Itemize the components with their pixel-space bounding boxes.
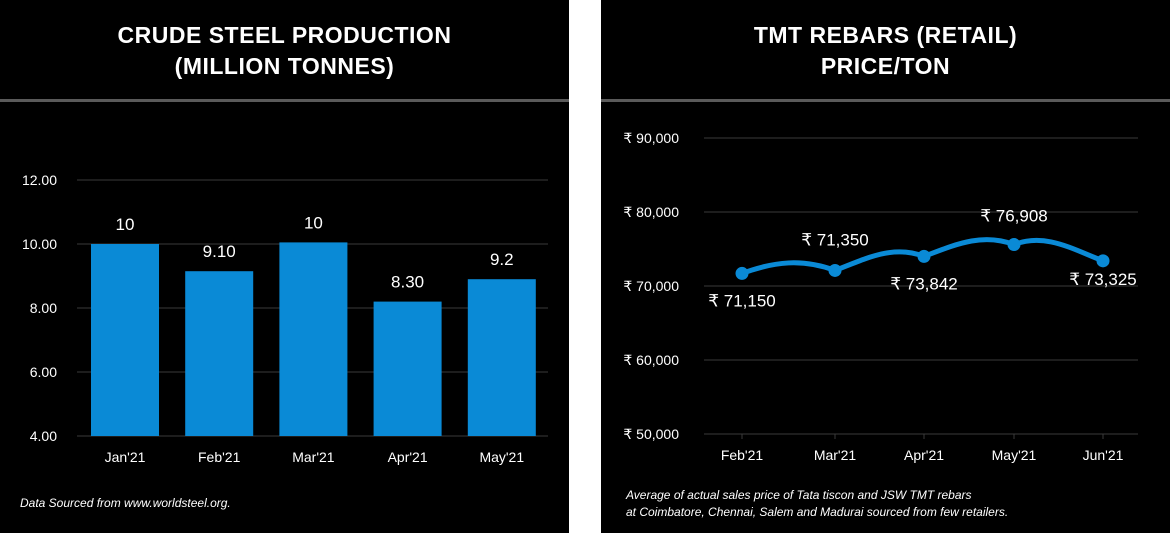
right-note-line2: at Coimbatore, Chennai, Salem and Madura… — [626, 505, 1009, 519]
y-tick-label: ₹ 80,000 — [623, 204, 679, 220]
bar — [279, 242, 348, 436]
x-tick-label: Jan'21 — [105, 449, 146, 465]
y-tick-label: ₹ 50,000 — [623, 426, 679, 442]
point-data-label: ₹ 73,325 — [1069, 270, 1137, 289]
series-point — [1096, 254, 1110, 268]
bar — [467, 279, 536, 436]
left-source-note: Data Sourced from www.worldsteel.org. — [20, 496, 231, 510]
point-data-label: ₹ 71,150 — [708, 291, 776, 310]
y-tick-label: ₹ 70,000 — [623, 278, 679, 294]
x-tick-label: May'21 — [992, 447, 1037, 463]
y-tick-label: 10.00 — [22, 236, 57, 252]
series-point — [735, 266, 749, 280]
bar-data-label: 9.10 — [203, 242, 236, 261]
right-title-line2: PRICE/TON — [820, 53, 951, 79]
x-tick-label: Mar'21 — [814, 447, 857, 463]
bar-data-label: 8.30 — [391, 273, 424, 292]
x-tick-label: Jun'21 — [1083, 447, 1124, 463]
bar — [91, 244, 159, 436]
y-tick-label: 6.00 — [30, 364, 57, 380]
left-title-line2: (MILLION TONNES) — [174, 53, 395, 79]
x-tick-label: Feb'21 — [721, 447, 764, 463]
point-data-label: ₹ 73,842 — [890, 274, 958, 293]
x-tick-label: Apr'21 — [388, 449, 428, 465]
point-data-label: ₹ 76,908 — [980, 207, 1048, 226]
series-point — [828, 263, 842, 277]
y-tick-label: 4.00 — [30, 428, 57, 444]
line-chart: ₹ 50,000 ₹ 60,000 ₹ 70,000 ₹ 80,000 ₹ 90,000… — [623, 130, 1138, 463]
x-tick-label: Feb'21 — [198, 449, 241, 465]
x-tick-label: Apr'21 — [904, 447, 944, 463]
right-chart-title: TMT REBARS (RETAIL) PRICE/TON — [601, 20, 1170, 82]
right-note-line1: Average of actual sales price of Tata ti… — [626, 488, 972, 502]
series-point — [917, 249, 931, 263]
y-tick-label: ₹ 60,000 — [623, 352, 679, 368]
bar-data-label: 10 — [116, 215, 135, 234]
bar-chart: 4.00 6.00 8.00 10.00 12.00 10 Jan'21 9.10 Feb'21… — [22, 172, 548, 465]
bar — [373, 301, 442, 436]
y-tick-label: ₹ 90,000 — [623, 130, 679, 146]
left-title-divider — [0, 99, 569, 102]
series-point — [1007, 238, 1021, 252]
right-title-line1: TMT REBARS (RETAIL) — [753, 22, 1018, 48]
steel-production-panel: CRUDE STEEL PRODUCTION (MILLION TONNES) … — [0, 0, 569, 533]
bar-data-label: 9.2 — [490, 250, 514, 269]
bar — [185, 271, 254, 436]
rebar-price-panel: TMT REBARS (RETAIL) PRICE/TON ₹ 50,000 ₹ … — [601, 0, 1170, 533]
y-tick-label: 12.00 — [22, 172, 57, 188]
left-title-line1: CRUDE STEEL PRODUCTION — [117, 22, 452, 48]
bar-data-label: 10 — [304, 213, 323, 232]
point-data-label: ₹ 71,350 — [801, 230, 869, 249]
right-title-divider — [601, 99, 1170, 102]
right-source-note: Average of actual sales price of Tata ti… — [626, 487, 1008, 521]
y-tick-label: 8.00 — [30, 300, 57, 316]
left-chart-title: CRUDE STEEL PRODUCTION (MILLION TONNES) — [0, 20, 569, 82]
x-tick-label: May'21 — [479, 449, 524, 465]
x-tick-label: Mar'21 — [292, 449, 335, 465]
